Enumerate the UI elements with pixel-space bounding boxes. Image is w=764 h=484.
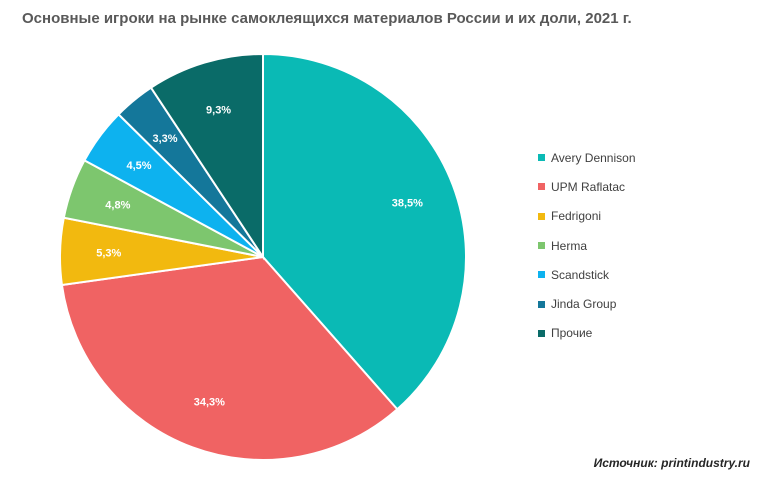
legend-label: Avery Dennison: [551, 150, 636, 165]
legend-swatch: [538, 271, 545, 279]
legend-item-1: UPM Raflatac: [538, 172, 636, 201]
legend-swatch: [538, 300, 545, 308]
legend-label: Jinda Group: [551, 297, 617, 312]
legend-swatch: [538, 242, 545, 250]
legend-item-3: Herma: [538, 231, 636, 260]
legend-label: Прочие: [551, 326, 593, 341]
source-note: Источник: printindustry.ru: [593, 456, 750, 470]
legend-label: Herma: [551, 238, 588, 253]
legend-swatch: [538, 154, 545, 162]
legend-label: Scandstick: [551, 267, 610, 282]
pie-slices: [59, 52, 467, 461]
slice-labels: 38,5% 34,3% 5,3% 4,8% 4,5% 3,3% 9,3%: [96, 104, 423, 408]
slice-label-1: 34,3%: [194, 397, 225, 409]
legend-label: UPM Raflatac: [551, 179, 626, 194]
pie-slice-0: [262, 52, 467, 411]
slice-label-4: 4,5%: [127, 160, 152, 172]
legend-swatch: [538, 183, 545, 191]
legend-item-0: Avery Dennison: [538, 143, 636, 172]
pie-slice-1: [60, 255, 399, 461]
legend-swatch: [538, 212, 545, 220]
legend-label: Fedrigoni: [551, 209, 602, 224]
chart-title: Основные игроки на рынке самоклеящихся м…: [22, 10, 632, 27]
legend-item-5: Jinda Group: [538, 289, 636, 318]
pie-slice-6: [149, 52, 264, 261]
slice-label-0: 38,5%: [392, 197, 423, 209]
slice-label-3: 4,8%: [105, 200, 130, 212]
legend-swatch: [538, 329, 545, 337]
slice-label-6: 9,3%: [206, 104, 231, 116]
chart-legend: Avery Dennison UPM Raflatac Fedrigoni Herma…: [538, 143, 636, 348]
legend-item-4: Scandstick: [538, 260, 636, 289]
legend-item-2: Fedrigoni: [538, 202, 636, 231]
slice-label-2: 5,3%: [96, 248, 121, 260]
slice-label-5: 3,3%: [152, 133, 177, 145]
legend-item-6: Прочие: [538, 319, 636, 348]
